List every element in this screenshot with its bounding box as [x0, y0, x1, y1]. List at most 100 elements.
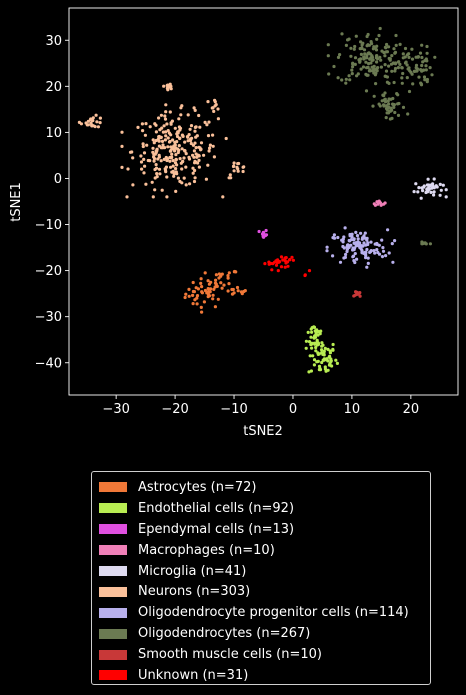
data-point — [213, 104, 217, 108]
data-point — [226, 289, 230, 293]
y-tick-label: −10 — [35, 218, 62, 233]
data-point — [207, 149, 211, 153]
data-point — [353, 56, 358, 60]
legend-label: Neurons (n=303) — [138, 584, 251, 600]
data-point — [188, 137, 193, 141]
data-point — [163, 114, 167, 118]
data-point — [387, 105, 391, 109]
data-point — [424, 242, 428, 246]
x-tick-label: 10 — [344, 402, 361, 417]
data-point — [355, 74, 359, 78]
legend-swatch — [99, 607, 127, 618]
data-point — [235, 285, 240, 290]
data-point — [351, 65, 355, 69]
data-point — [174, 170, 178, 174]
legend: Astrocytes (n=72) Endothelial cells (n=92… — [91, 471, 431, 685]
data-point — [143, 164, 147, 168]
data-point — [441, 183, 445, 187]
data-point — [157, 144, 161, 148]
data-point — [163, 138, 167, 142]
data-point — [359, 231, 363, 235]
data-point — [320, 341, 324, 345]
legend-swatch — [99, 524, 127, 535]
data-point — [322, 349, 326, 353]
data-point — [128, 150, 133, 154]
data-point — [206, 287, 210, 291]
data-point — [347, 74, 351, 78]
data-point — [391, 260, 395, 264]
data-point — [167, 131, 171, 135]
data-point — [417, 75, 421, 79]
legend-swatch — [99, 545, 127, 556]
data-point — [170, 152, 174, 156]
data-point — [410, 47, 414, 51]
data-point — [243, 289, 247, 293]
data-point — [366, 73, 370, 77]
data-point — [197, 113, 201, 118]
data-point — [338, 53, 342, 57]
data-point — [426, 177, 430, 181]
data-point — [179, 113, 183, 117]
data-point — [214, 273, 218, 277]
data-point — [183, 140, 187, 144]
data-point — [344, 252, 348, 257]
data-point — [199, 305, 203, 309]
y-tick-label: −40 — [35, 356, 62, 371]
data-point — [327, 72, 331, 76]
data-point — [191, 166, 195, 170]
data-point — [384, 69, 389, 73]
y-tick-label: 0 — [54, 172, 62, 187]
data-point — [178, 157, 182, 161]
data-point — [356, 237, 360, 241]
data-point — [362, 234, 366, 238]
data-point — [421, 68, 425, 72]
data-point — [184, 165, 188, 169]
data-point — [326, 43, 330, 47]
data-point — [211, 144, 215, 148]
data-point — [328, 361, 332, 366]
data-point — [425, 77, 429, 82]
legend-swatch — [99, 649, 127, 660]
data-point — [353, 62, 357, 66]
data-point — [206, 279, 210, 283]
data-point — [419, 83, 424, 87]
data-point — [338, 260, 343, 264]
legend-label: Unknown (n=31) — [138, 667, 249, 683]
series-points — [183, 269, 247, 314]
data-point — [356, 292, 360, 296]
data-point — [166, 145, 170, 149]
data-point — [396, 113, 401, 117]
data-point — [177, 117, 181, 121]
x-axis-label: tSNE2 — [243, 424, 283, 439]
data-point — [377, 243, 381, 247]
data-point — [323, 365, 327, 369]
data-point — [178, 136, 182, 141]
data-point — [429, 190, 433, 194]
data-point — [189, 124, 194, 128]
data-point — [213, 98, 217, 102]
x-tick-label: 20 — [403, 402, 420, 417]
data-point — [141, 142, 145, 146]
data-point — [309, 369, 313, 373]
data-point — [396, 102, 400, 106]
data-point — [347, 245, 351, 249]
data-point — [344, 77, 348, 81]
data-point — [405, 53, 409, 57]
data-point — [354, 230, 358, 234]
data-point — [314, 345, 318, 350]
data-point — [180, 147, 184, 151]
data-point — [315, 360, 319, 364]
data-point — [224, 136, 228, 141]
data-point — [335, 361, 339, 365]
data-point — [286, 264, 290, 268]
data-point — [192, 179, 197, 184]
data-point — [383, 63, 387, 67]
data-point — [377, 102, 381, 106]
data-point — [311, 354, 315, 358]
data-point — [200, 285, 204, 289]
data-point — [170, 119, 174, 123]
data-point — [144, 182, 148, 186]
legend-label: Ependymal cells (n=13) — [138, 521, 295, 537]
data-point — [312, 358, 317, 362]
data-point — [304, 346, 308, 350]
